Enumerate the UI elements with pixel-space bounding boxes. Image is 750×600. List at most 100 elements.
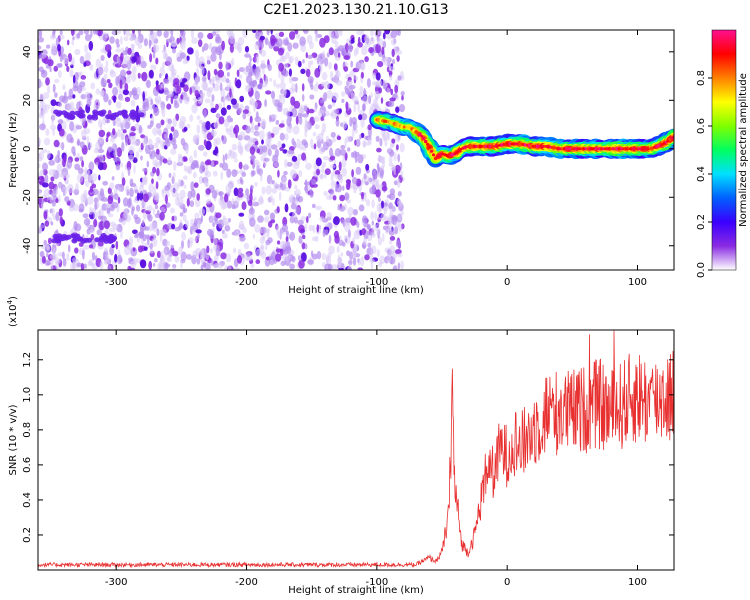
noise-cell-1896 (140, 134, 146, 139)
noise-cell-2195 (330, 180, 337, 188)
noise-cell-2247 (153, 106, 160, 117)
noise-cell-1860 (264, 37, 269, 46)
noise-cell-1827 (218, 102, 223, 109)
noise-cell-2402 (370, 103, 377, 111)
noise-cell-896 (351, 169, 354, 178)
noise-cell-1601 (250, 184, 254, 190)
noise-cell-2009 (124, 96, 131, 103)
noise-cell-1730 (257, 83, 264, 91)
noise-cell-2261 (114, 30, 122, 35)
noise-cell-1068 (52, 83, 56, 93)
streak-cell-2674 (63, 235, 70, 241)
noise-cell-2089 (335, 70, 341, 78)
noise-cell-2424 (361, 228, 366, 236)
noise-cell-2315 (43, 210, 48, 220)
noise-cell-2025 (276, 224, 280, 235)
noise-cell-1573 (109, 36, 115, 44)
noise-cell-2467 (131, 56, 138, 63)
noise-cell-2361 (388, 245, 396, 255)
ridge-cell-710 (567, 147, 570, 151)
noise-cell-1424 (378, 155, 382, 163)
noise-cell-747 (314, 124, 320, 130)
noise-cell-1770 (388, 66, 395, 72)
noise-cell-1816 (380, 169, 384, 179)
noise-cell-1244 (213, 160, 219, 165)
noise-cell-2069 (86, 98, 92, 107)
noise-cell-1443 (123, 30, 126, 36)
noise-cell-799 (291, 107, 298, 118)
noise-cell-1672 (254, 124, 259, 131)
noise-cell-2223 (294, 184, 298, 190)
noise-cell-1108 (226, 84, 229, 92)
noise-cell-2513 (293, 200, 299, 205)
noise-cell-118 (205, 140, 212, 151)
noise-cell-2134 (206, 55, 211, 65)
noise-cell-1316 (125, 136, 128, 147)
noise-cell-749 (120, 162, 124, 168)
noise-cell-1367 (159, 233, 163, 243)
noise-cell-2375 (212, 149, 218, 156)
noise-cell-1062 (54, 92, 58, 98)
noise-cell-936 (115, 48, 122, 53)
noise-cell-1479 (304, 184, 309, 194)
noise-cell-2491 (397, 191, 402, 197)
noise-cell-2529 (161, 104, 164, 115)
noise-cell-1300 (62, 258, 67, 267)
noise-cell-158 (347, 147, 351, 152)
noise-cell-1008 (66, 184, 74, 194)
noise-cell-2341 (107, 196, 114, 205)
noise-cell-2515 (103, 220, 111, 230)
noise-cell-2008 (362, 141, 366, 148)
colorbar (711, 29, 737, 271)
noise-cell-1064 (234, 230, 240, 237)
noise-cell-2525 (174, 227, 181, 232)
noise-cell-2545 (55, 198, 59, 204)
noise-cell-2516 (367, 124, 372, 131)
noise-cell-2522 (119, 79, 123, 89)
noise-cell-2446 (82, 249, 85, 260)
noise-cell-1308 (142, 168, 148, 172)
noise-cell-1784 (368, 47, 374, 54)
noise-cell-2250 (326, 212, 333, 220)
ridge-cell-637 (423, 139, 428, 144)
noise-cell-753 (82, 173, 90, 180)
noise-cell-2512 (265, 227, 271, 234)
noise-cell-2170 (103, 73, 108, 80)
noise-cell-274 (301, 83, 305, 92)
noise-cell-1786 (297, 219, 304, 225)
noise-cell-1858 (292, 162, 300, 170)
noise-cell-2474 (328, 188, 335, 195)
noise-cell-434 (254, 224, 261, 233)
noise-cell-1900 (260, 244, 265, 250)
x-tick-label-3: 0 (504, 277, 510, 288)
noise-cell-2396 (363, 173, 367, 180)
noise-cell-1824 (278, 70, 281, 79)
noise-cell-1724 (397, 75, 402, 81)
noise-cell-1498 (49, 34, 57, 40)
noise-cell-2051 (207, 228, 213, 237)
noise-cell-2431 (205, 262, 211, 270)
noise-cell-1861 (303, 105, 308, 112)
noise-cell-973 (308, 224, 314, 232)
noise-cell-1254 (338, 108, 342, 114)
noise-cell-631 (328, 61, 332, 70)
noise-cell-804 (183, 126, 188, 132)
noise-cell-2447 (357, 260, 361, 266)
noise-cell-2549 (282, 90, 287, 98)
noise-cell-1133 (61, 95, 69, 104)
noise-cell-2493 (126, 70, 132, 75)
noise-cell-2378 (170, 41, 178, 47)
noise-cell-1152 (331, 92, 339, 101)
noise-cell-1409 (231, 57, 235, 66)
noise-cell-2004 (231, 143, 238, 151)
noise-cell-1330 (45, 77, 50, 86)
noise-cell-761 (190, 30, 195, 39)
noise-cell-1010 (132, 30, 135, 34)
noise-cell-1639 (314, 33, 319, 42)
noise-cell-2086 (178, 120, 185, 130)
noise-cell-2377 (117, 186, 122, 192)
noise-cell-2137 (338, 52, 341, 58)
noise-cell-1006 (95, 58, 102, 68)
noise-cell-2331 (49, 197, 55, 204)
noise-cell-1714 (162, 52, 168, 60)
